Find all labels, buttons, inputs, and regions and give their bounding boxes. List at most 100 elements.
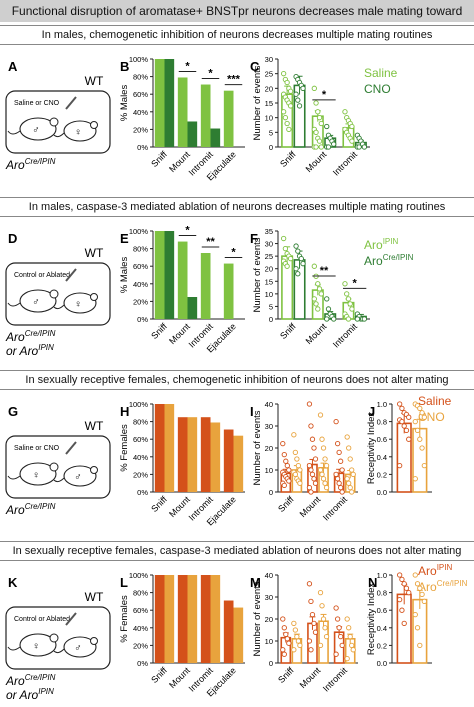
bar	[187, 575, 198, 663]
bar	[200, 417, 211, 492]
data-point	[346, 625, 352, 631]
data-point	[333, 471, 339, 478]
bar	[210, 575, 221, 663]
data-point	[397, 462, 403, 469]
significance-marker: *	[185, 60, 190, 72]
partner-symbol-icon: ♀	[74, 127, 82, 138]
y-tick-label: 5	[269, 128, 273, 137]
data-point	[401, 581, 407, 587]
y-tick-label: 0.8	[377, 589, 387, 598]
data-point	[412, 418, 418, 425]
significance-marker: *	[322, 89, 327, 101]
data-point	[306, 462, 313, 469]
panel-letter-C: C	[250, 59, 260, 74]
panel-letter-D: D	[8, 231, 17, 246]
data-point	[287, 88, 294, 94]
panel-letter-L: L	[120, 575, 128, 590]
data-point	[347, 301, 353, 307]
chart-L: 0%20%40%60%80%100%% FemalesSniffMountInt…	[119, 571, 245, 699]
y-tick-label: 40	[265, 400, 273, 409]
mouse-icon	[7, 289, 59, 313]
data-point	[337, 633, 344, 640]
mouse-icon	[53, 465, 98, 487]
data-point	[344, 291, 350, 297]
data-point	[280, 647, 286, 653]
data-point	[280, 109, 287, 115]
y-tick-label: 30	[265, 593, 273, 602]
y-axis-label: Number of events	[252, 65, 263, 140]
significance-marker: **	[206, 236, 215, 248]
y-tick-label: 80%	[133, 589, 148, 598]
legend-item: AroCre/IPIN	[364, 253, 414, 268]
data-point	[317, 642, 324, 649]
panel-letter-K: K	[8, 575, 18, 590]
data-point	[297, 642, 303, 649]
genotype-label: AroCre/IPIN	[5, 329, 56, 344]
bar	[223, 90, 234, 147]
data-point	[421, 462, 427, 469]
data-point	[306, 484, 313, 491]
data-point	[342, 281, 348, 287]
data-point	[284, 79, 290, 86]
y-tick-label: 0.2	[377, 470, 387, 479]
data-point	[336, 449, 342, 456]
data-point	[320, 476, 327, 482]
data-point	[344, 434, 350, 440]
bar	[210, 128, 221, 147]
wt-label: WT	[85, 419, 104, 433]
data-point	[324, 123, 330, 130]
bar	[154, 404, 165, 492]
syringe-icon	[65, 96, 77, 110]
data-point	[333, 651, 339, 657]
y-tick-label: 0.4	[377, 624, 387, 633]
data-point	[414, 581, 421, 587]
x-tick-label: Mount	[304, 149, 329, 174]
y-tick-label: 10	[265, 114, 273, 123]
panel-letter-B: B	[120, 59, 129, 74]
data-point	[397, 572, 403, 578]
bar	[210, 422, 221, 492]
data-point	[320, 616, 327, 622]
y-tick-label: 20%	[133, 125, 148, 134]
data-point	[318, 144, 324, 150]
data-point	[334, 476, 341, 482]
data-point	[313, 301, 319, 307]
data-point	[356, 144, 362, 150]
y-tick-label: 0%	[137, 659, 148, 668]
genotype-label-2: or AroIPIN	[6, 687, 54, 702]
data-point	[319, 436, 325, 442]
y-tick-label: 0.0	[377, 659, 387, 668]
bar	[187, 121, 198, 147]
bar	[164, 575, 175, 663]
data-point	[349, 306, 355, 312]
chart-E: 0%20%40%60%80%100%% MalesSniffMountIntro…	[119, 225, 245, 355]
data-point	[414, 427, 421, 434]
y-tick-label: 20%	[133, 641, 148, 650]
y-tick-label: 1.0	[377, 400, 387, 409]
y-tick-label: 35	[265, 227, 273, 236]
y-tick-label: 80%	[133, 245, 148, 254]
female-symbol-icon: ♀	[32, 641, 40, 652]
data-point	[291, 620, 297, 627]
data-point	[309, 436, 316, 442]
data-point	[339, 467, 345, 473]
y-tick-label: 15	[265, 277, 273, 286]
data-point	[361, 316, 368, 322]
data-point	[322, 625, 328, 631]
data-point	[296, 103, 303, 109]
y-tick-label: 100%	[129, 571, 149, 580]
y-tick-label: 30	[265, 240, 273, 249]
y-tick-label: 0	[269, 143, 273, 152]
bar	[200, 84, 211, 147]
data-point	[293, 243, 299, 249]
data-point	[281, 651, 287, 657]
y-tick-label: 0.0	[377, 488, 387, 497]
data-point	[349, 138, 355, 144]
data-point	[350, 471, 356, 478]
data-point	[306, 638, 313, 644]
y-tick-label: 20%	[133, 297, 148, 306]
y-tick-label: 40	[265, 571, 273, 580]
y-tick-label: 20%	[133, 470, 148, 479]
